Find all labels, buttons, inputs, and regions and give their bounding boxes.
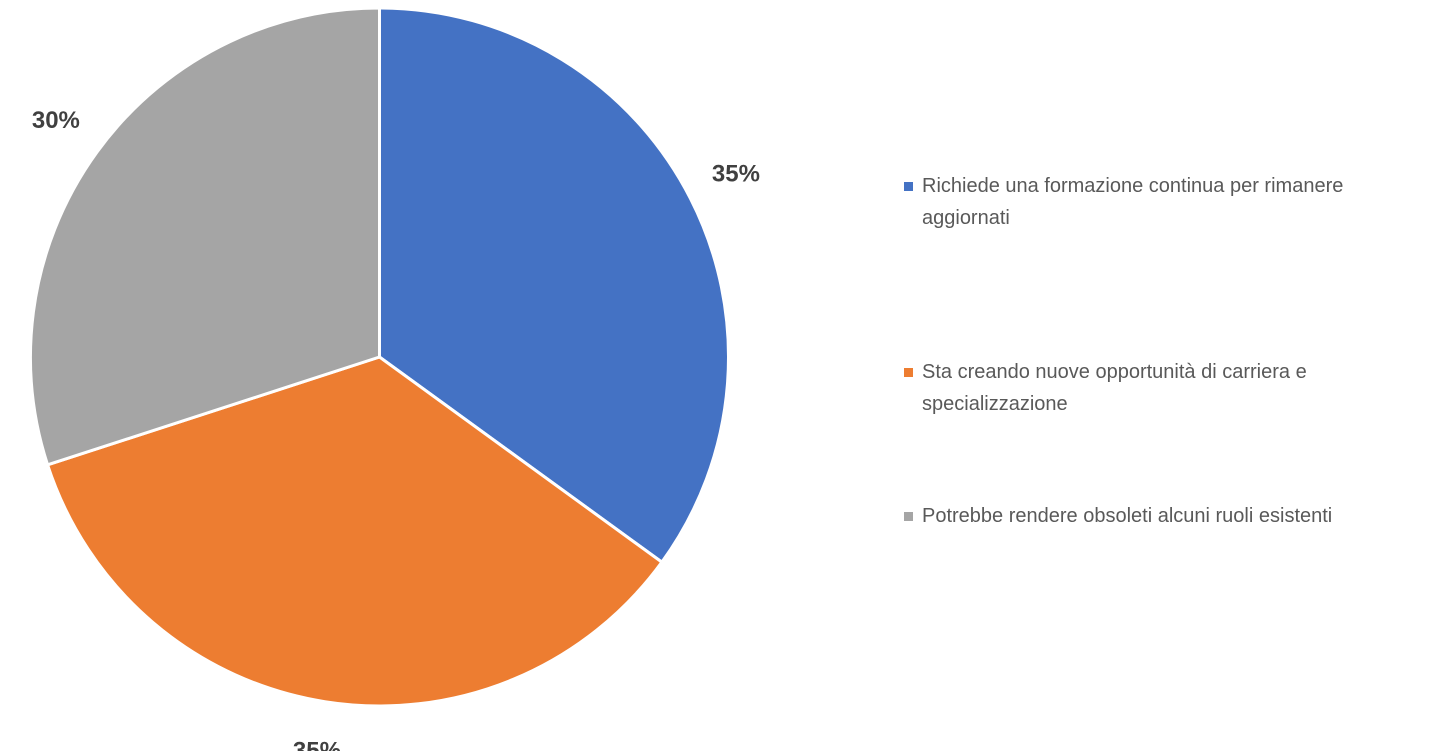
legend-item: Potrebbe rendere obsoleti alcuni ruoli e… — [904, 500, 1434, 532]
data-label: 35% — [293, 737, 341, 751]
pie-chart: 35% 35% 30% — [29, 6, 760, 751]
legend-swatch — [904, 368, 913, 377]
pie-slice — [29, 6, 381, 467]
data-label: 30% — [32, 107, 80, 134]
pie-slice — [46, 355, 664, 708]
legend-label: Sta creando nuove opportunità di carrier… — [922, 361, 1307, 415]
legend-item: Sta creando nuove opportunità di carrier… — [904, 356, 1434, 420]
legend-swatch — [904, 182, 913, 191]
legend-label: Potrebbe rendere obsoleti alcuni ruoli e… — [922, 505, 1333, 527]
legend-label: Richiede una formazione continua per rim… — [922, 175, 1344, 229]
data-label: 35% — [712, 161, 760, 188]
pie-slice — [378, 6, 730, 564]
legend-swatch — [904, 512, 913, 521]
legend-item: Richiede una formazione continua per rim… — [904, 170, 1434, 234]
